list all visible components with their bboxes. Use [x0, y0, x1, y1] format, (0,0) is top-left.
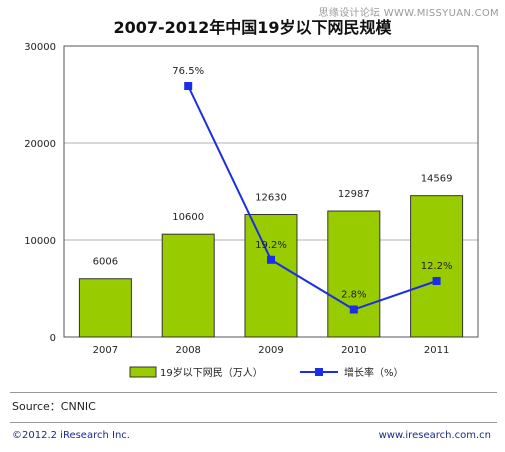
- copyright-text: ©2012.2 iResearch Inc.: [12, 430, 130, 441]
- y-tick-label-3: 30000: [24, 42, 56, 53]
- x-tick-label-2010: 2010: [341, 345, 366, 356]
- bar-2011: [410, 195, 464, 338]
- growth-label-2011: 12.2%: [421, 261, 453, 272]
- legend-swatch-bars: [129, 366, 157, 378]
- divider-bottom: [10, 422, 497, 423]
- y-tick-label-0: 0: [50, 333, 56, 344]
- growth-label-2009: 19.2%: [255, 240, 287, 251]
- growth-point-2008: [184, 82, 193, 90]
- x-tick-label-2007: 2007: [93, 345, 118, 356]
- x-tick-label-2008: 2008: [175, 345, 200, 356]
- legend-label-growth: 增长率（%）: [344, 366, 404, 379]
- bar-2010: [327, 210, 381, 338]
- bar-label-2010: 12987: [338, 189, 370, 200]
- bar-label-2011: 14569: [421, 174, 453, 185]
- legend-label-bars: 19岁以下网民（万人）: [160, 366, 263, 379]
- growth-line: [187, 85, 437, 311]
- x-tick-label-2011: 2011: [424, 345, 449, 356]
- growth-label-2008: 76.5%: [172, 66, 204, 77]
- website-link[interactable]: www.iresearch.com.cn: [378, 430, 491, 441]
- bar-2009: [244, 213, 298, 338]
- y-tick-label-2: 20000: [24, 139, 56, 150]
- bar-label-2007: 6006: [93, 257, 118, 268]
- bar-label-2008: 10600: [172, 212, 204, 223]
- bar-label-2009: 12630: [255, 192, 287, 203]
- bar-2008: [161, 233, 215, 338]
- source-note: Source：CNNIC: [12, 400, 96, 413]
- bar-2007: [78, 278, 132, 338]
- growth-point-2009: [267, 255, 275, 264]
- legend-marker-growth: [315, 368, 323, 376]
- x-tick-label-2009: 2009: [258, 345, 283, 356]
- growth-label-2010: 2.8%: [341, 290, 366, 301]
- growth-point-2010: [349, 305, 358, 314]
- chart-title: 2007-2012年中国19岁以下网民规模: [113, 18, 392, 37]
- watermark: 思缘设计论坛 WWW.MISSYUAN.COM: [318, 8, 499, 19]
- y-tick-label-1: 10000: [24, 236, 56, 247]
- growth-point-2011: [432, 277, 441, 286]
- divider-top: [10, 392, 497, 393]
